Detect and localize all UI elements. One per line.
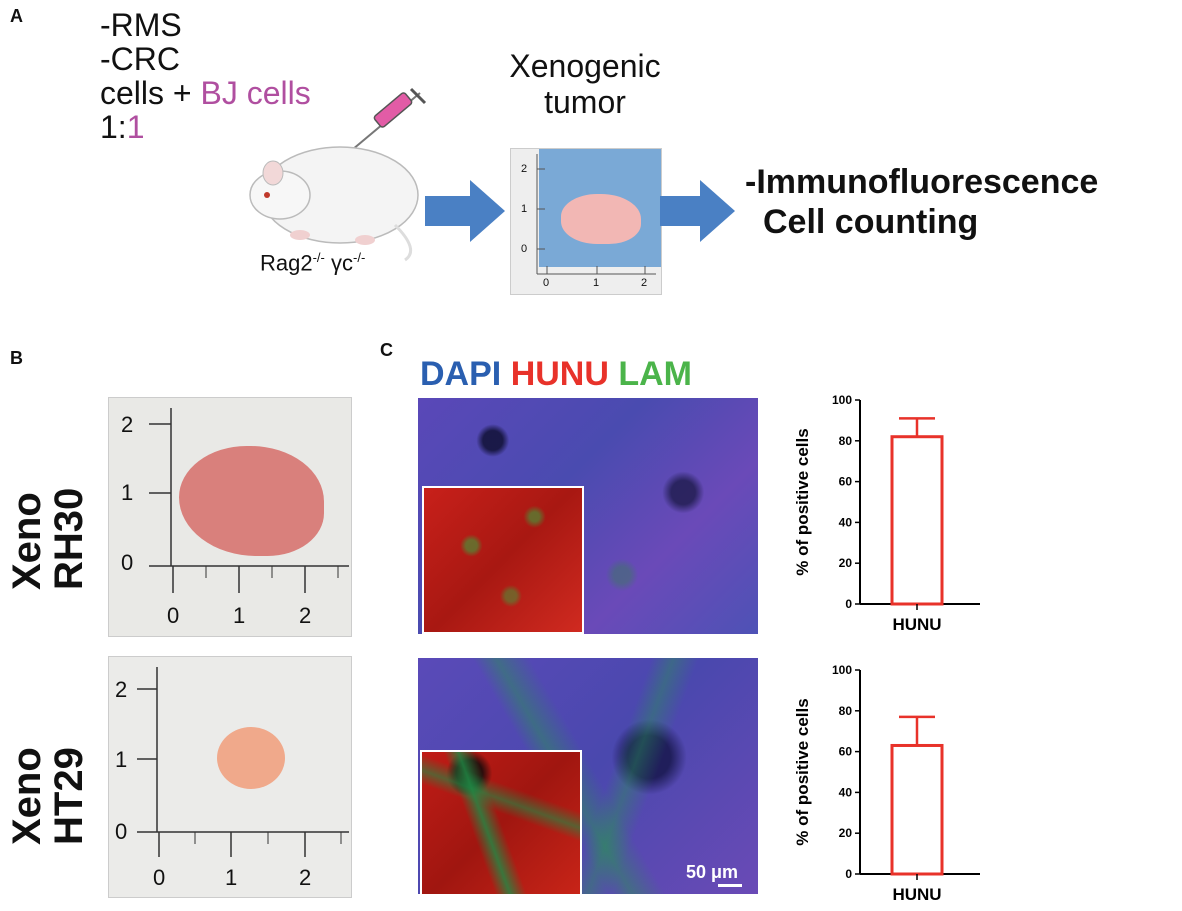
ruler-a-y2: 2 [521, 163, 528, 175]
row1-label-rh30: RH30 [47, 487, 91, 590]
ruler-b2-x0: 0 [153, 865, 166, 890]
cells-plus-text: cells + [100, 75, 201, 111]
bar [890, 435, 944, 606]
ratio-prefix: 1: [100, 109, 127, 145]
row2-label-xeno: Xeno [5, 747, 49, 845]
bar [890, 743, 944, 876]
bar-chart-ht29: 0 20 40 60 80 100 % of positive cells HUNU [793, 663, 980, 904]
tumor-photo-rh30: 2 1 0 0 1 2 [108, 397, 352, 637]
mouse-injection-illustration [249, 87, 427, 262]
strain-sup2: -/- [353, 250, 366, 265]
cells-plus-bj: cells + BJ cells [100, 76, 311, 110]
y-tick-label: 80 [839, 704, 853, 718]
strain-rag2: Rag2 [260, 250, 313, 276]
ruler-b1-x2: 2 [299, 603, 312, 628]
y-tick-label: 0 [845, 867, 852, 881]
ruler-a-y1: 1 [521, 203, 528, 215]
ruler-b1-y0: 0 [121, 550, 134, 575]
tumor-icon [217, 727, 285, 789]
tumor-icon [179, 446, 324, 556]
panel-b-letter: B [10, 348, 23, 368]
ruler-a-y0: 0 [521, 243, 528, 255]
ruler-b1-y1: 1 [121, 480, 134, 505]
ruler-b1-x0: 0 [167, 603, 180, 628]
readout-line1: -Immunofluorescence [745, 163, 1099, 201]
inset-image-rh30 [422, 486, 584, 634]
strain-sup1: -/- [312, 250, 325, 265]
fluorescence-image-rh30 [418, 398, 758, 634]
ruler-b1-x1: 1 [233, 603, 246, 628]
arrow-icon-1 [425, 180, 505, 242]
y-tick-label: 100 [832, 663, 852, 677]
y-tick-label: 60 [839, 745, 853, 759]
y-tick-label: 100 [832, 393, 852, 407]
mouse-icon [249, 146, 419, 262]
y-tick-label: 40 [839, 785, 853, 799]
x-category-label: HUNU [892, 615, 941, 634]
tumor-icon [561, 194, 641, 244]
readout-line2: Cell counting [763, 203, 979, 241]
stain-dapi: DAPI [420, 355, 502, 393]
arrow-icon-2 [660, 180, 735, 242]
x-category-label: HUNU [892, 885, 941, 904]
bj-cells-text: BJ cells [200, 75, 311, 111]
ruler-a-x1: 1 [593, 277, 600, 289]
y-tick-label: 80 [839, 434, 853, 448]
stain-hunu: HUNU [510, 355, 609, 393]
y-tick-label: 0 [845, 597, 852, 611]
stain-lam: LAM [618, 355, 693, 393]
scale-bar-label: 50 μm [686, 862, 739, 882]
y-axis-label: % of positive cells [793, 698, 812, 845]
y-tick-label: 40 [839, 515, 853, 529]
ruler-b2-y2: 2 [115, 677, 128, 702]
ruler-b2-x2: 2 [299, 865, 312, 890]
row2-label-ht29: HT29 [47, 747, 91, 845]
y-tick-label: 20 [839, 556, 853, 570]
xenogenic-tumor-title: Xenogenic tumor [485, 48, 685, 120]
row1-label-xeno: Xeno [5, 492, 49, 590]
tumor-photo-a: 2 1 0 0 1 2 [510, 148, 662, 295]
xeno-title-line2: tumor [544, 84, 626, 120]
y-axis-label: % of positive cells [793, 428, 812, 575]
inset-image-ht29 [420, 750, 582, 894]
mouse-strain-label: Rag2-/- γc-/- [260, 250, 365, 276]
ratio-text: 1:1 [100, 110, 311, 144]
ruler-a-x0: 0 [543, 277, 550, 289]
xeno-title-line1: Xenogenic [509, 48, 661, 84]
readout-text: -Immunofluorescence Cell counting [745, 162, 1098, 242]
y-tick-label: 20 [839, 826, 853, 840]
ruler-b2-x1: 1 [225, 865, 238, 890]
ruler-b1-y2: 2 [121, 412, 134, 437]
ruler-b2-y0: 0 [115, 819, 128, 844]
stain-legend: DAPI HUNU LAM [420, 355, 692, 394]
row1-label: Xeno RH30 [5, 487, 91, 590]
scale-bar [718, 884, 742, 887]
cell-list: -RMS -CRC cells + BJ cells 1:1 [100, 8, 311, 144]
fluorescence-image-ht29: 50 μm [418, 658, 758, 894]
cell-line-rms: -RMS [100, 7, 182, 43]
panel-a-letter: A [10, 6, 23, 26]
ruler-b2-y1: 1 [115, 747, 128, 772]
panel-c-letter: C [380, 340, 393, 360]
row2-label: Xeno HT29 [5, 747, 91, 845]
cell-line-crc: -CRC [100, 41, 180, 77]
y-tick-label: 60 [839, 475, 853, 489]
bar-chart-rh30: 0 20 40 60 80 100 % of positive cells HUNU [793, 393, 980, 634]
ruler-a-x2: 2 [641, 277, 648, 289]
ratio-pink: 1 [126, 109, 145, 145]
strain-gc: γc [324, 250, 353, 276]
tumor-photo-ht29: 2 1 0 0 1 2 [108, 656, 352, 898]
